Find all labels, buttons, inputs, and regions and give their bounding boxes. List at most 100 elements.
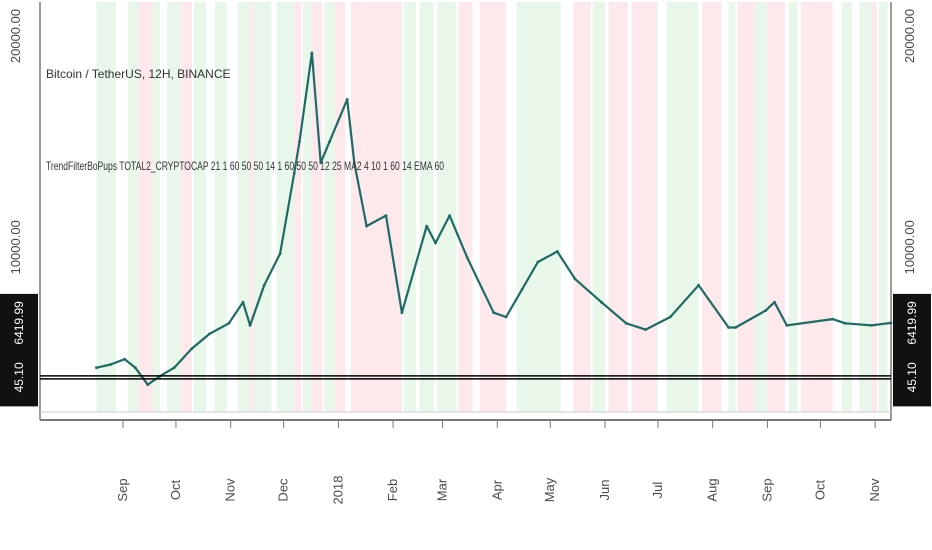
price-point — [504, 315, 508, 319]
price-point — [764, 309, 767, 312]
price-point — [843, 321, 847, 325]
price-point — [384, 214, 388, 218]
price-point — [109, 363, 112, 366]
green-band — [167, 2, 182, 412]
green-band — [592, 2, 605, 412]
red-band — [138, 2, 153, 412]
price-point — [241, 300, 245, 304]
green-band — [303, 2, 312, 412]
y-tick-label-right: 20000.00 — [902, 9, 917, 63]
x-tick-label: Oct — [812, 480, 827, 501]
red-band — [311, 2, 323, 412]
price-point — [831, 317, 835, 321]
x-axis: Sep Oct Nov Dec 2018 Feb Mar Apr May Jun Jul Aug Sep… — [115, 420, 882, 504]
x-tick-label: Dec — [276, 478, 291, 502]
red-band — [181, 2, 192, 412]
green-band — [152, 2, 161, 412]
oscillator-badge-left-text: 45.10 — [12, 362, 26, 392]
price-point — [492, 311, 496, 315]
price-point — [190, 347, 194, 350]
green-band — [193, 2, 206, 412]
red-band — [737, 2, 756, 412]
green-band — [666, 2, 699, 412]
x-tick-label: Aug — [705, 478, 720, 501]
red-band — [250, 2, 254, 412]
green-band — [437, 2, 457, 412]
price-point — [668, 315, 672, 319]
y-tick-label-left: 20000.00 — [8, 9, 23, 63]
oscillator-badge-left-bg — [0, 348, 38, 407]
price-point — [624, 321, 628, 325]
red-band — [364, 2, 402, 412]
green-band — [403, 2, 417, 412]
price-point — [870, 324, 873, 327]
green-band — [237, 2, 251, 412]
x-tick-label: Apr — [489, 479, 504, 500]
price-point — [573, 277, 577, 281]
price-point — [352, 161, 356, 165]
indicator-label: TrendFilterBoPups TOTAL2_CRYPTOCAP 21 1 … — [46, 159, 444, 173]
price-point — [227, 321, 231, 325]
price-point — [278, 252, 282, 256]
price-point — [298, 140, 301, 144]
price-point — [319, 161, 323, 165]
price-series — [95, 51, 893, 386]
price-point — [434, 241, 437, 245]
green-band — [324, 2, 335, 412]
price-point — [425, 224, 429, 228]
red-band — [334, 2, 346, 412]
price-badge-left-text: 6419.99 — [12, 301, 26, 345]
green-band — [214, 2, 228, 412]
green-band — [878, 2, 888, 412]
price-point — [889, 321, 893, 325]
price-point — [133, 366, 137, 370]
y-axis: 20000.00 20000.00 10000.00 10000.00 — [8, 9, 917, 275]
green-band — [859, 2, 872, 412]
price-point — [345, 98, 349, 101]
price-point — [365, 224, 368, 228]
green-band — [788, 2, 798, 412]
oscillator-badge-right-bg — [893, 348, 931, 407]
price-point — [448, 214, 451, 218]
price-point — [146, 383, 150, 386]
y-tick-label-left: 10000.00 — [8, 220, 23, 274]
price-point — [600, 300, 603, 304]
price-point — [727, 326, 730, 329]
price-point — [465, 256, 469, 260]
value-badges: 6419.99 6419.99 45.10 45.10 — [0, 293, 931, 407]
green-band — [728, 2, 736, 412]
green-band — [276, 2, 295, 412]
x-tick-label: Jul — [650, 482, 665, 499]
y-tick-label-right: 10000.00 — [902, 220, 917, 274]
price-point — [172, 366, 176, 370]
oscillator-badge-right-text: 45.10 — [905, 362, 919, 392]
price-point — [95, 366, 98, 370]
green-band — [128, 2, 139, 412]
red-band — [800, 2, 833, 412]
price-point — [310, 51, 314, 55]
symbol-label: Bitcoin / TetherUS, 12H, BINANCE — [46, 67, 231, 81]
red-band — [479, 2, 507, 412]
price-point — [262, 283, 266, 287]
price-badge-right-bg — [893, 293, 931, 352]
x-tick-label: Sep — [115, 478, 130, 501]
price-point — [536, 260, 540, 264]
green-band — [753, 2, 768, 412]
red-band — [871, 2, 877, 412]
trend-bands — [96, 2, 888, 412]
x-tick-label: Nov — [867, 478, 882, 502]
x-tick-label: 2018 — [330, 476, 345, 505]
green-band — [419, 2, 434, 412]
price-point — [123, 357, 127, 361]
price-badge-left-bg — [0, 293, 38, 352]
x-tick-label: Feb — [385, 479, 400, 501]
x-tick-label: Nov — [223, 478, 238, 502]
price-point — [555, 250, 559, 253]
price-badge-right-text: 6419.99 — [905, 301, 919, 345]
x-tick-label: Mar — [435, 478, 450, 501]
red-band — [767, 2, 786, 412]
red-band — [350, 2, 365, 412]
red-band — [573, 2, 591, 412]
